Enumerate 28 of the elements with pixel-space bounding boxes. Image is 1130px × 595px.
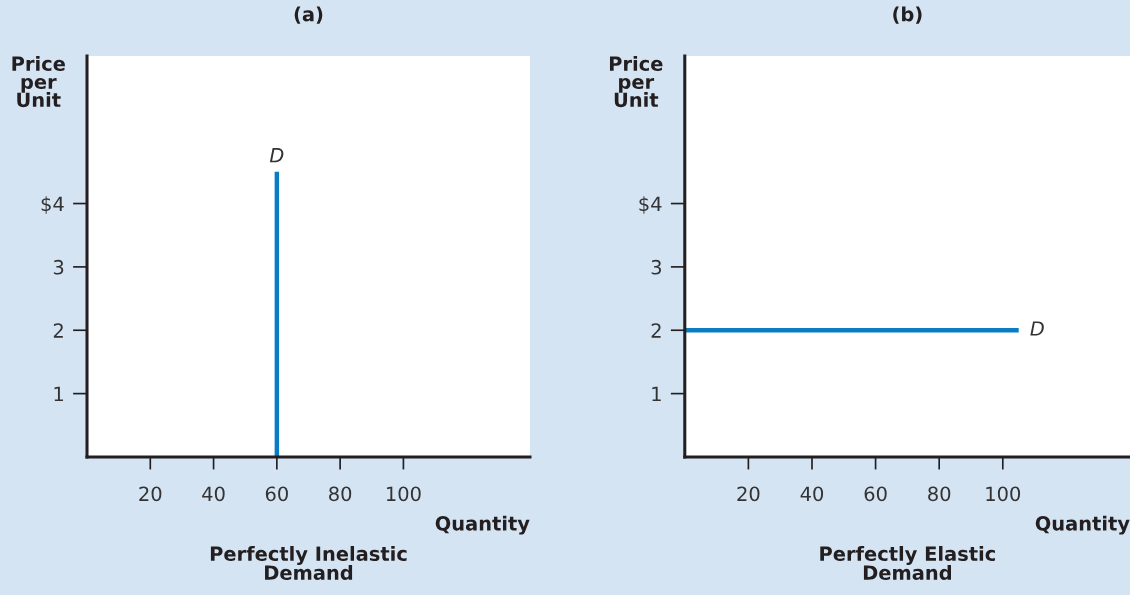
x-tick-label: 60 <box>265 486 288 502</box>
y-tick-label: 3 <box>651 259 661 275</box>
x-tick-label: 20 <box>737 486 760 502</box>
y-tick-label: 2 <box>651 323 661 338</box>
chart-title: (a) <box>294 6 323 24</box>
y-tick-label: $4 <box>639 196 662 214</box>
chart-title: (b) <box>893 6 922 24</box>
series-label: D <box>269 148 284 163</box>
y-tick-label: 1 <box>652 386 661 401</box>
y-tick-label: 2 <box>53 323 63 338</box>
text: Perfectly Elastic Demand <box>820 545 995 581</box>
x-tick-label: 40 <box>800 486 824 502</box>
x-tick-label: 80 <box>928 486 951 502</box>
y-tick-label: 3 <box>53 259 64 275</box>
y-axis-title: Price per Unit <box>609 55 663 108</box>
x-tick-label: 20 <box>139 486 162 502</box>
text: Perfectly Inelastic Demand <box>210 545 407 581</box>
y-tick-label: $4 <box>41 196 64 214</box>
x-tick-label: 100 <box>386 486 421 502</box>
x-tick-label: 100 <box>986 486 1021 502</box>
y-axis-title: Price per Unit <box>12 55 65 108</box>
x-tick-label: 60 <box>864 486 887 502</box>
x-tick-label: 80 <box>329 486 352 502</box>
x-tick-label: 40 <box>202 486 225 502</box>
x-axis-title: Quantity <box>1035 515 1130 535</box>
y-tick-label: 1 <box>54 386 63 401</box>
x-axis-title: Quantity <box>435 515 530 535</box>
series-label: D <box>1030 321 1044 336</box>
